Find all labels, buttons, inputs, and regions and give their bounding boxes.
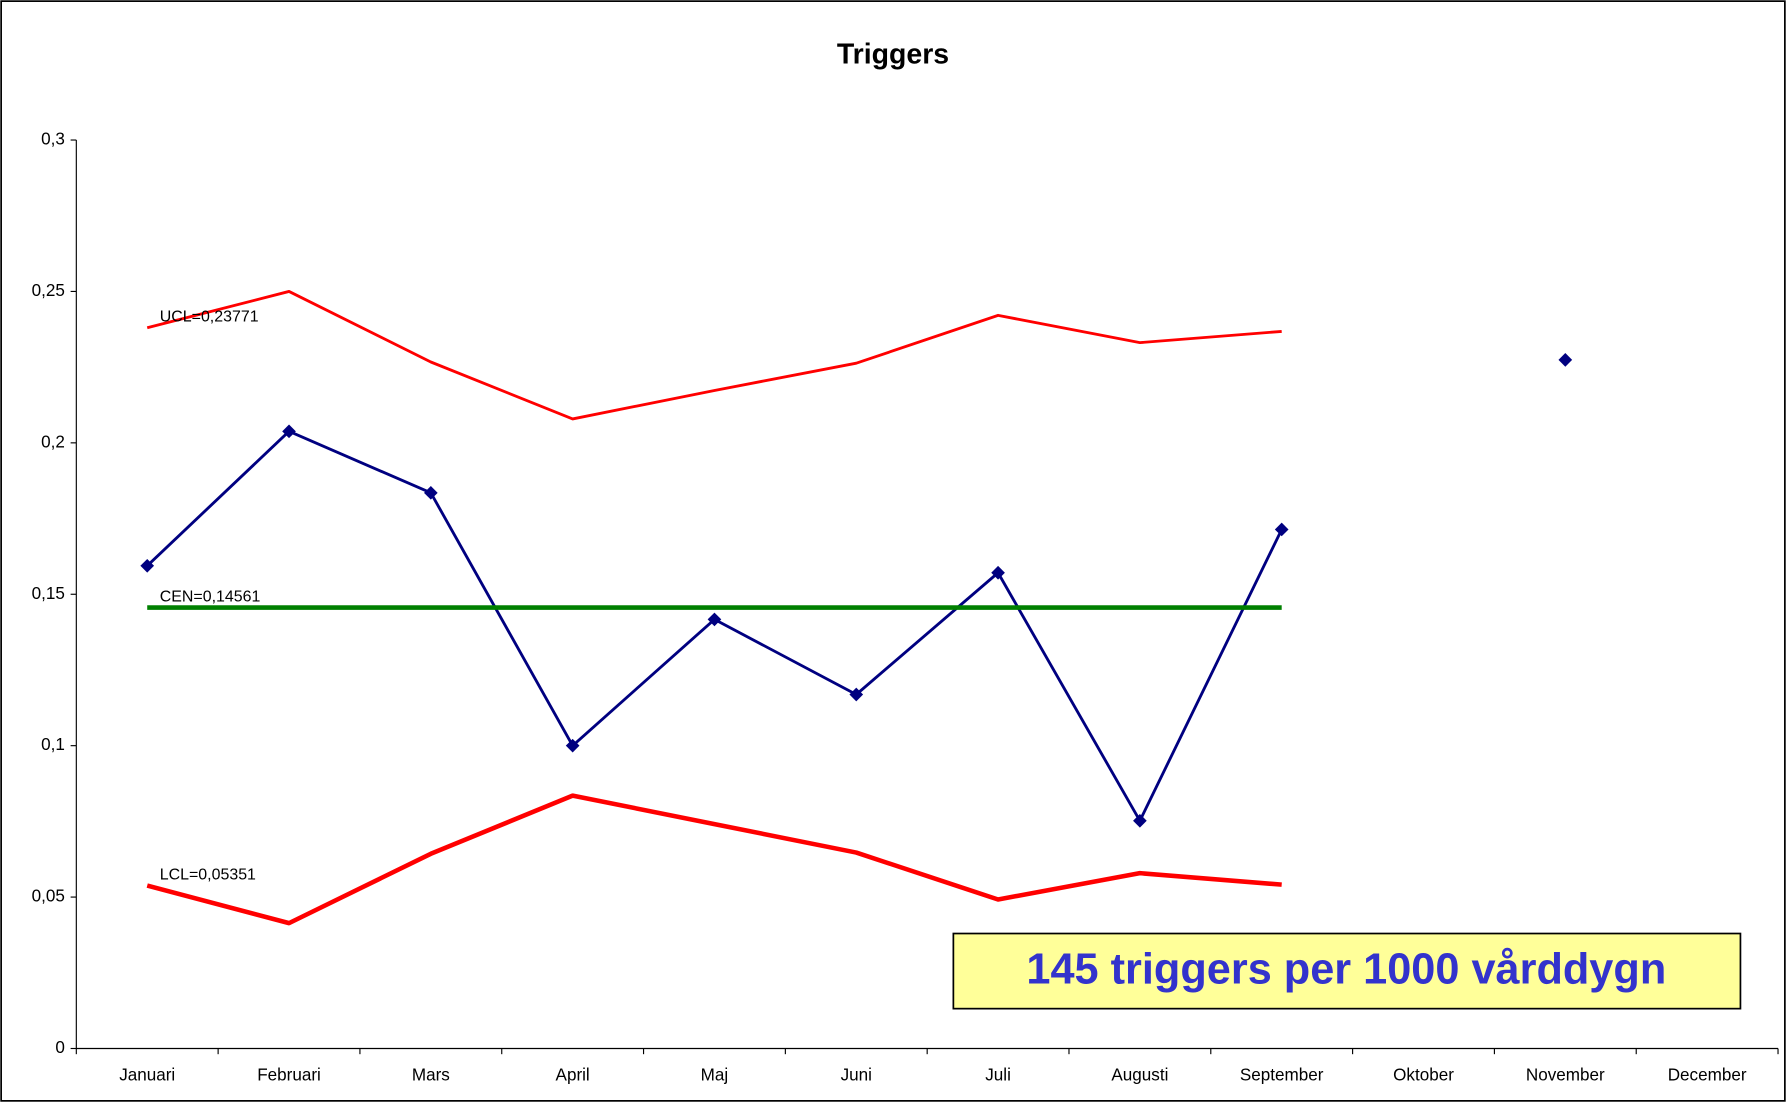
line-label: LCL=0,05351 xyxy=(160,867,256,884)
data-point xyxy=(565,738,580,753)
x-tick-label: December xyxy=(1668,1065,1747,1084)
x-tick-label: Mars xyxy=(412,1065,450,1084)
chart-title: Triggers xyxy=(837,38,949,70)
data-point xyxy=(707,612,722,627)
y-tick-label: 0,3 xyxy=(41,130,65,149)
x-tick-label: Februari xyxy=(257,1065,321,1084)
series-line xyxy=(146,793,1282,926)
y-tick-label: 0 xyxy=(55,1038,65,1057)
x-tick-label: Oktober xyxy=(1393,1065,1454,1084)
x-tick-label: April xyxy=(556,1065,590,1084)
x-tick-label: Januari xyxy=(119,1065,175,1084)
data-point xyxy=(1558,353,1573,367)
x-tick-label: Augusti xyxy=(1111,1065,1168,1084)
y-tick-label: 0,1 xyxy=(41,735,65,754)
y-tick-label: 0,25 xyxy=(32,281,65,300)
data-point xyxy=(1133,813,1147,828)
data-point xyxy=(1274,522,1289,537)
x-tick-label: November xyxy=(1526,1065,1605,1084)
y-tick-label: 0,2 xyxy=(41,432,65,451)
line-label: CEN=0,14561 xyxy=(160,589,261,606)
annotation-box xyxy=(952,932,1742,1010)
data-point xyxy=(849,687,864,702)
line-label: UCL=0,23771 xyxy=(160,309,259,326)
series-line xyxy=(146,290,1282,421)
x-tick-label: Juli xyxy=(985,1065,1011,1084)
data-point xyxy=(424,485,438,500)
x-tick-label: Juni xyxy=(841,1065,872,1084)
x-tick-label: September xyxy=(1240,1065,1324,1084)
y-tick-label: 0,05 xyxy=(32,887,65,906)
x-tick-label: Maj xyxy=(701,1065,729,1084)
annotation-text: 145 triggers per 1000 vårddygn xyxy=(1026,946,1666,994)
y-tick-label: 0,15 xyxy=(32,584,65,603)
